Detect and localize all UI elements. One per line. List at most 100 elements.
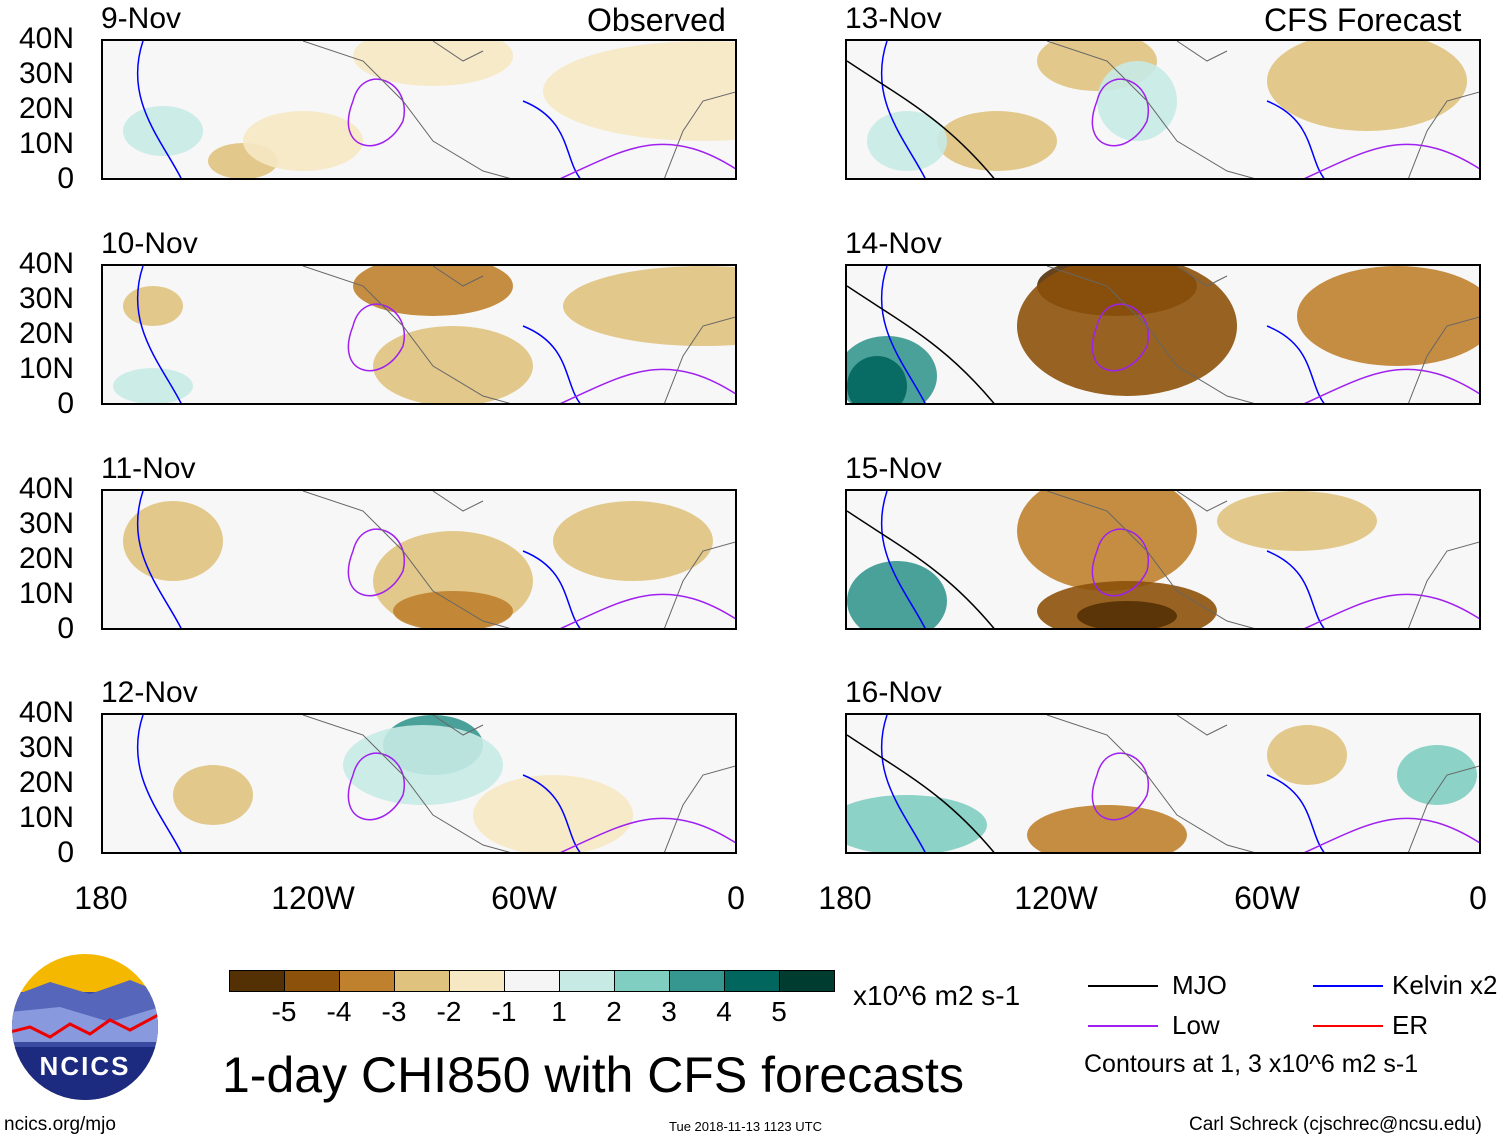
x-tick: 60W: [491, 880, 557, 916]
coastline: [302, 491, 735, 628]
y-tick: 10N: [18, 127, 74, 160]
y-tick: 40N: [18, 472, 74, 505]
colorbar-swatch: [284, 970, 340, 992]
svg-text:NCICS: NCICS: [40, 1051, 131, 1081]
coastline: [1046, 715, 1479, 852]
anomaly-region: [847, 795, 987, 852]
colorbar-swatch: [779, 970, 835, 992]
panel-date: 11-Nov: [101, 452, 196, 485]
anomaly-region: [867, 111, 947, 171]
contour-line: [522, 100, 581, 178]
anomaly-region: [123, 106, 203, 156]
x-tick: 120W: [271, 880, 355, 916]
x-tick: 180: [818, 880, 872, 916]
timestamp: Tue 2018-11-13 1123 UTC: [669, 1119, 822, 1134]
colorbar-units: x10^6 m2 s-1: [853, 980, 1021, 1011]
anomaly-region: [1217, 491, 1377, 551]
source-url[interactable]: ncics.org/mjo: [4, 1114, 116, 1135]
anomaly-region: [173, 765, 253, 825]
colorbar-swatch: [614, 970, 670, 992]
coastline: [302, 266, 735, 403]
y-tick: 20N: [18, 542, 74, 575]
y-tick: 20N: [18, 92, 74, 125]
contour-line: [1091, 528, 1150, 597]
ncics-logo: NCICS: [12, 954, 158, 1100]
colorbar-label: -2: [436, 996, 462, 1027]
y-tick: 20N: [18, 317, 74, 350]
anomaly-region: [343, 725, 503, 805]
anomaly-region: [1017, 266, 1237, 396]
legend-label: ER: [1392, 1010, 1429, 1040]
contour-line: [847, 510, 995, 628]
anomaly-region: [543, 41, 735, 141]
x-tick: 0: [727, 880, 745, 916]
colorbar-label: -3: [381, 996, 407, 1027]
colorbar-swatch: [339, 970, 395, 992]
contour-line: [560, 593, 735, 628]
anomaly-region: [1397, 745, 1477, 805]
panel-date: 16-Nov: [845, 676, 942, 709]
anomaly-region: [937, 111, 1057, 171]
y-tick: 10N: [18, 577, 74, 610]
contour-line: [136, 491, 182, 628]
map-panel: [101, 713, 737, 854]
contour-line: [1266, 774, 1325, 852]
contour-note: Contours at 1, 3 x10^6 m2 s-1: [1084, 1050, 1419, 1078]
colorbar-swatch: [449, 970, 505, 992]
anomaly-region: [123, 501, 223, 581]
contour-line: [880, 715, 926, 852]
y-tick: 40N: [18, 696, 74, 729]
contour-line: [1304, 593, 1479, 628]
legend-line-mjo: [1088, 985, 1158, 987]
map-panel: [101, 264, 737, 405]
anomaly-region: [353, 266, 513, 316]
coastline: [1046, 491, 1479, 628]
contour-line: [847, 285, 995, 403]
y-tick: 30N: [18, 507, 74, 540]
contour-line: [136, 266, 182, 403]
panel-date: 12-Nov: [101, 676, 198, 709]
anomaly-region: [1267, 41, 1467, 131]
coastline: [302, 715, 735, 852]
legend-label: Kelvin x2: [1392, 970, 1498, 1000]
y-tick: 10N: [18, 801, 74, 834]
colorbar-swatch: [229, 970, 285, 992]
colorbar-label: 2: [606, 996, 622, 1027]
y-tick: 30N: [18, 57, 74, 90]
panel-date: 10-Nov: [101, 227, 198, 260]
y-tick: 0: [57, 612, 74, 645]
credit: Carl Schreck (cjschrec@ncsu.edu): [1189, 1114, 1482, 1135]
legend-line-kelvin: [1313, 985, 1383, 987]
y-tick: 40N: [18, 22, 74, 55]
colorbar-label: 4: [716, 996, 732, 1027]
contour-line: [1266, 550, 1325, 628]
colorbar-swatch: [394, 970, 450, 992]
anomaly-region: [1077, 601, 1177, 628]
y-tick: 0: [57, 836, 74, 869]
contour-line: [1091, 752, 1150, 821]
figure-title: 1-day CHI850 with CFS forecasts: [222, 1047, 964, 1103]
contour-line: [847, 60, 995, 178]
panel-date: 9-Nov: [101, 2, 182, 35]
anomaly-region: [1267, 725, 1347, 785]
anomaly-region: [563, 266, 735, 346]
colorbar-label: -5: [271, 996, 297, 1027]
map-panel: [845, 489, 1481, 630]
contour-line: [347, 752, 406, 821]
contour-line: [1304, 817, 1479, 852]
anomaly-region: [373, 326, 533, 403]
x-tick: 60W: [1234, 880, 1300, 916]
y-tick: 20N: [18, 766, 74, 799]
contour-line: [136, 715, 182, 852]
contour-line: [1304, 368, 1479, 403]
map-panel: [845, 39, 1481, 180]
panel-date: 15-Nov: [845, 452, 942, 485]
colorbar-swatch: [724, 970, 780, 992]
contour-line: [347, 303, 406, 372]
x-tick: 180: [74, 880, 128, 916]
colorbar-swatch: [504, 970, 560, 992]
contour-line: [1266, 100, 1325, 178]
contour-line: [1091, 303, 1150, 372]
y-tick: 0: [57, 162, 74, 195]
anomaly-region: [1027, 805, 1187, 852]
